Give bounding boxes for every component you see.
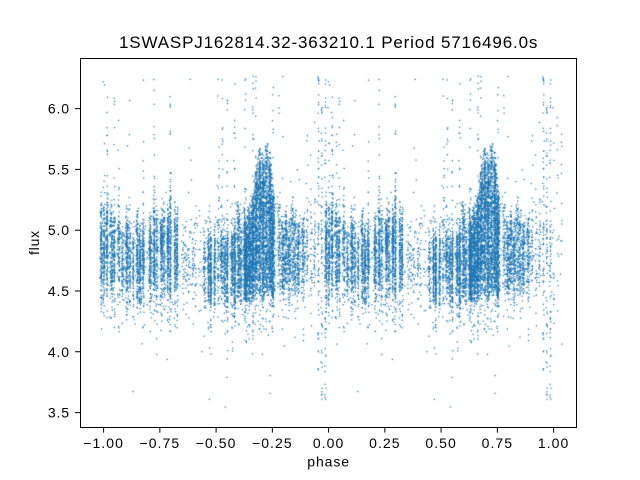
svg-text:−0.75: −0.75 — [140, 435, 181, 451]
svg-text:−1.00: −1.00 — [83, 435, 124, 451]
svg-text:1SWASPJ162814.32-363210.1 Peri: 1SWASPJ162814.32-363210.1 Period 5716496… — [119, 33, 538, 52]
svg-text:0.25: 0.25 — [369, 435, 400, 451]
svg-text:phase: phase — [307, 453, 350, 469]
svg-text:flux: flux — [26, 230, 42, 255]
svg-text:0.00: 0.00 — [313, 435, 344, 451]
svg-text:6.0: 6.0 — [48, 101, 70, 117]
svg-text:5.5: 5.5 — [48, 161, 70, 177]
svg-text:−0.25: −0.25 — [252, 435, 293, 451]
svg-text:5.0: 5.0 — [48, 222, 70, 238]
svg-text:−0.50: −0.50 — [196, 435, 237, 451]
svg-text:1.00: 1.00 — [538, 435, 569, 451]
svg-text:3.5: 3.5 — [48, 405, 70, 421]
svg-text:0.75: 0.75 — [482, 435, 513, 451]
svg-text:4.5: 4.5 — [48, 283, 70, 299]
svg-text:0.50: 0.50 — [425, 435, 456, 451]
svg-text:4.0: 4.0 — [48, 344, 70, 360]
